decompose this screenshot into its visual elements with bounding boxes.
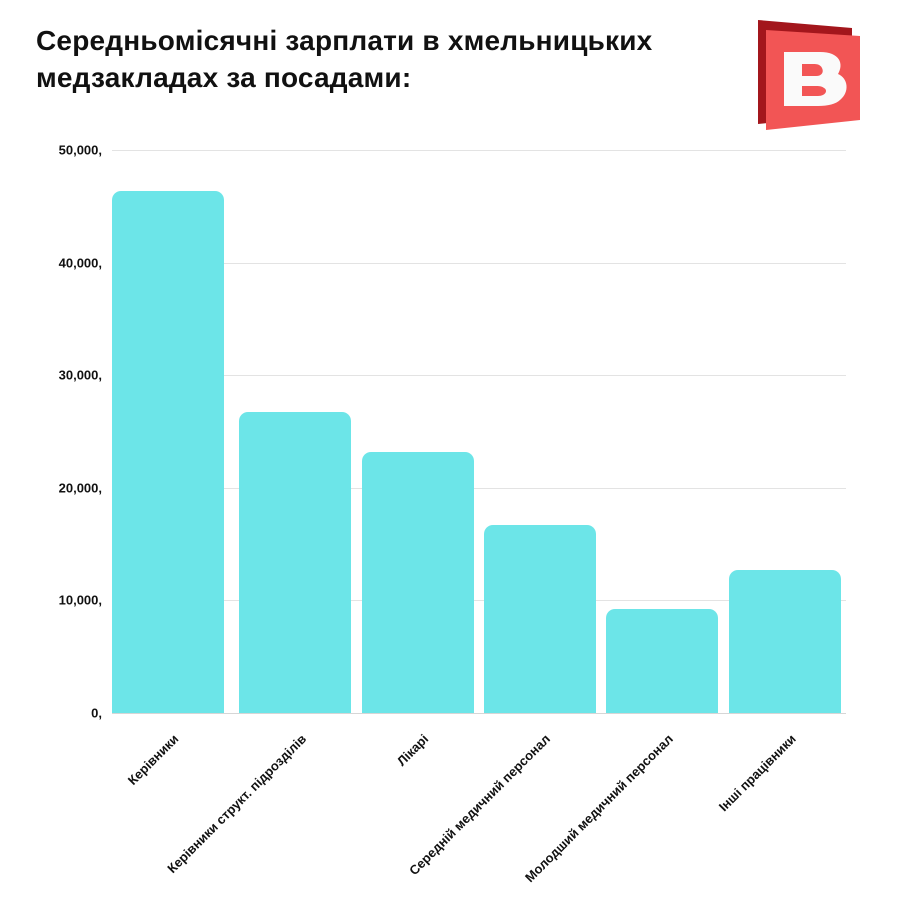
brand-logo-icon (758, 20, 860, 130)
y-tick-label: 0, (91, 705, 102, 721)
x-tick-label: Інші працівники (715, 731, 799, 815)
gridline (112, 713, 846, 714)
bar (484, 525, 596, 713)
x-tick-label: Лікарі (393, 731, 432, 769)
bar (729, 570, 841, 713)
title-line-1: Середньомісячні зарплати в хмельницьких (36, 25, 653, 56)
title-line-2: медзакладах за посадами: (36, 62, 412, 93)
gridline (112, 488, 846, 489)
y-tick-label: 20,000, (58, 480, 102, 496)
bar (362, 452, 474, 713)
y-tick-label: 30,000, (58, 367, 102, 383)
bar (112, 191, 224, 713)
y-tick-label: 50,000, (58, 142, 102, 158)
gridline (112, 375, 846, 376)
y-tick-label: 40,000, (58, 255, 102, 271)
x-tick-label: Керівники (124, 731, 182, 788)
gridline (112, 600, 846, 601)
y-tick-label: 10,000, (58, 592, 102, 608)
gridline (112, 150, 846, 151)
chart-title: Середньомісячні зарплати в хмельницьких … (36, 22, 716, 96)
gridline (112, 263, 846, 264)
x-tick-label: Середній медичний персонал (406, 731, 554, 879)
x-tick-label: Молодший медичний персонал (521, 731, 676, 886)
bar (606, 609, 718, 713)
x-tick-label: Керівники структ. підрозділів (163, 731, 309, 877)
bar (239, 412, 351, 713)
